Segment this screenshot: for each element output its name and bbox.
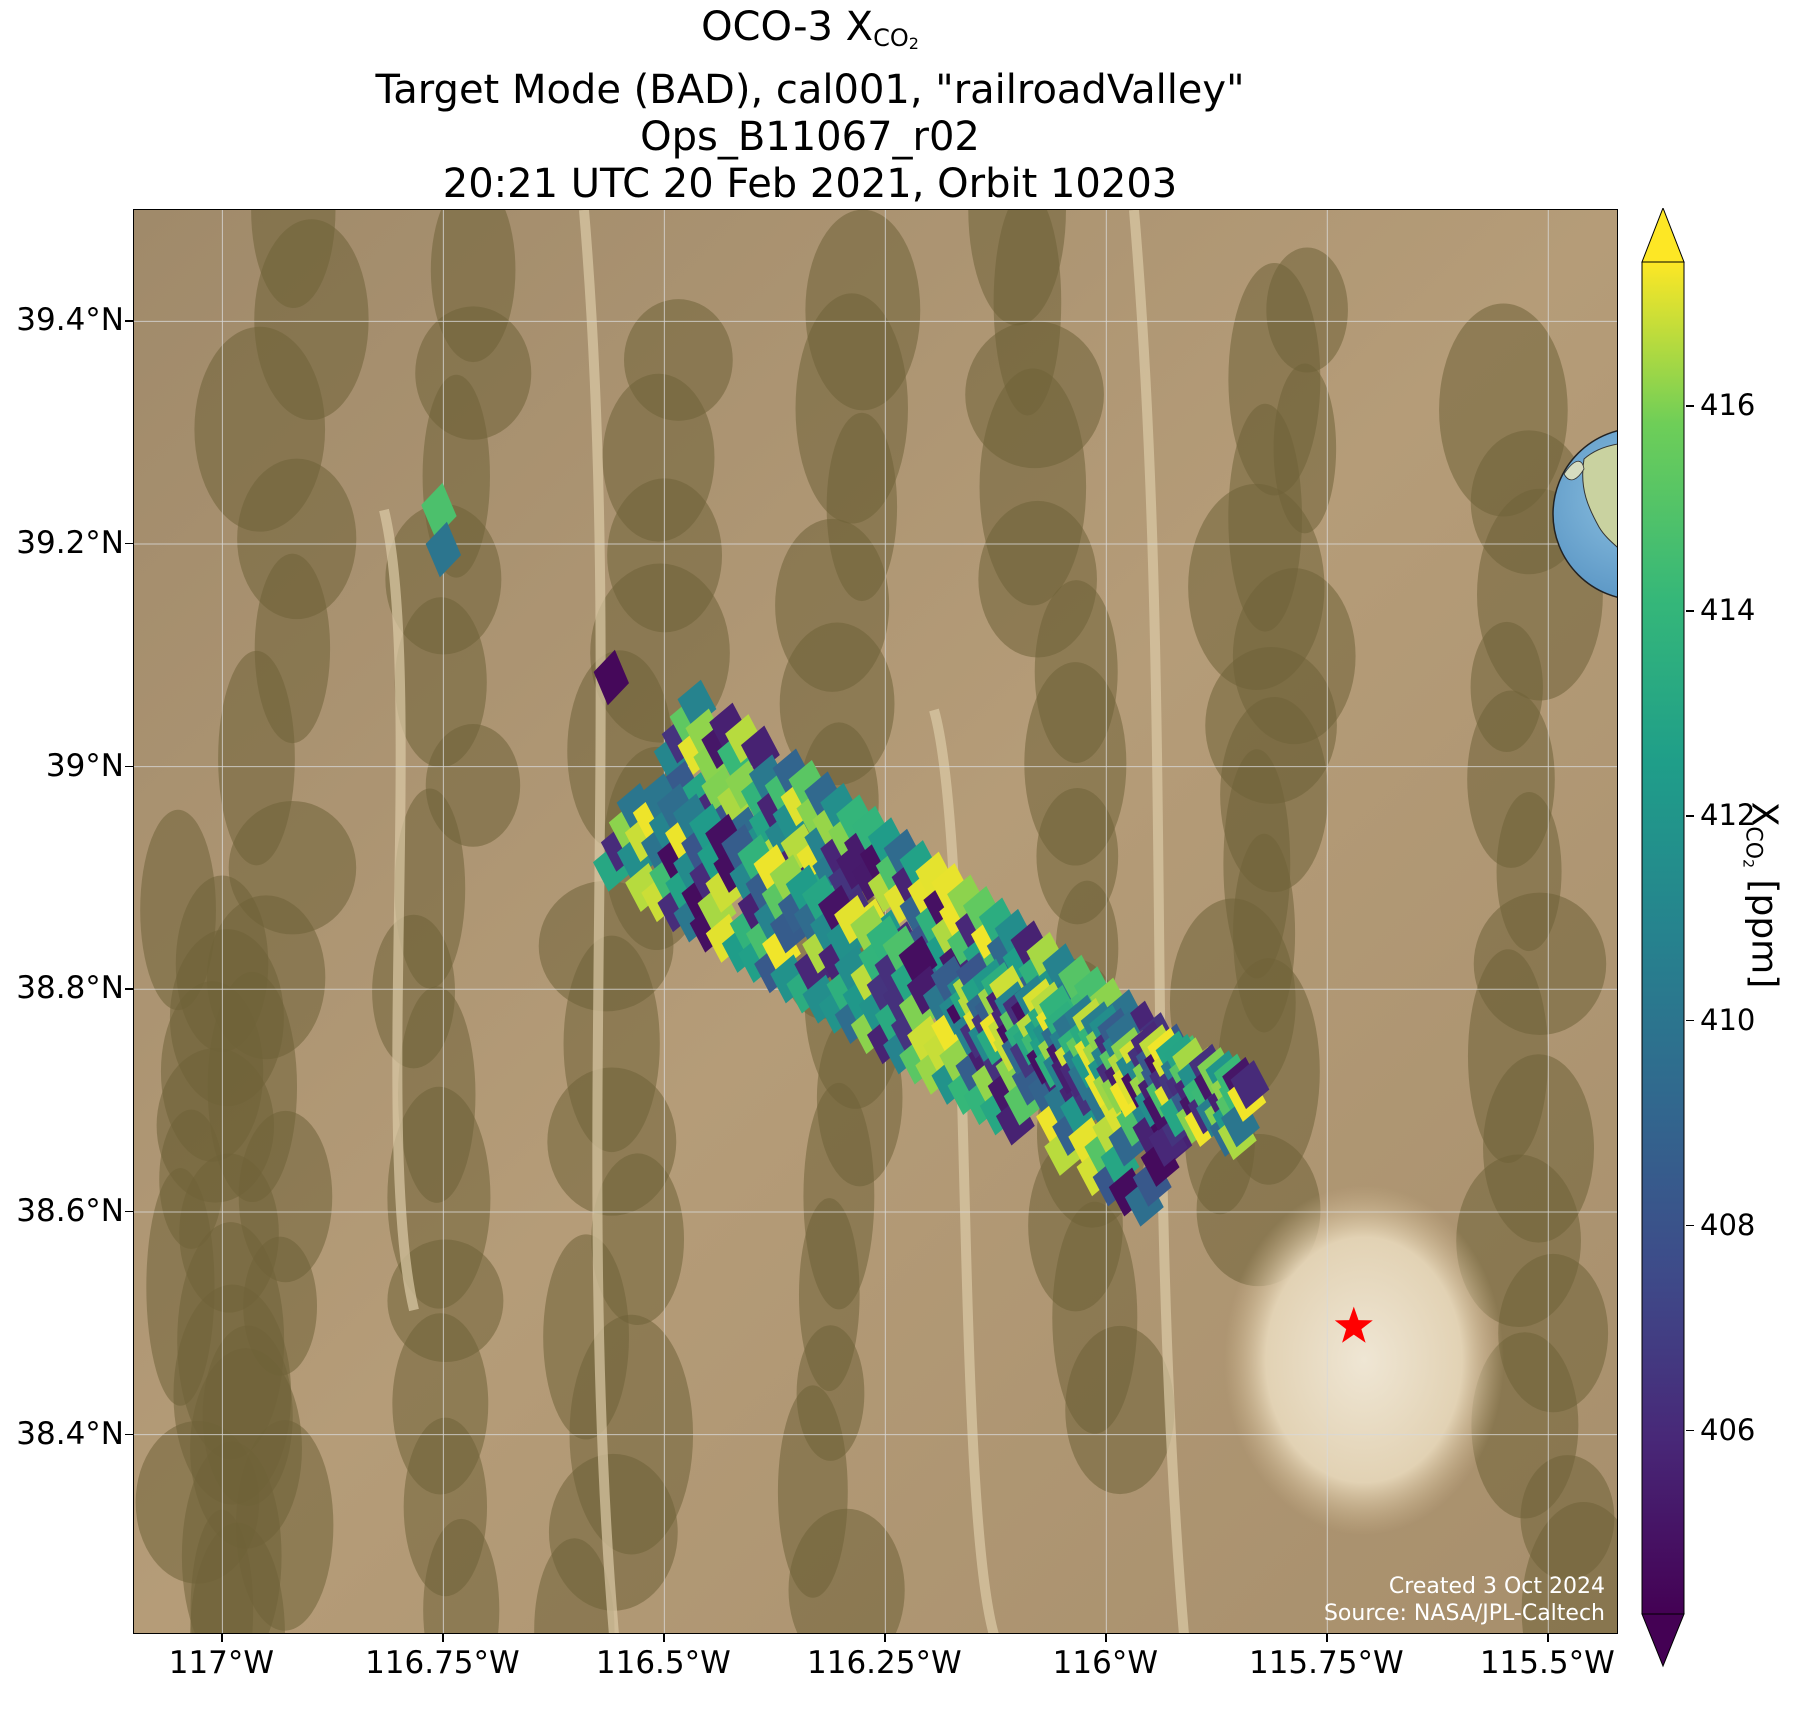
sounding-isolated [425,521,462,578]
credit-created: Created 3 Oct 2024 [1388,1574,1605,1599]
title-line-2: Target Mode (BAD), cal001, "railroadVall… [375,67,1245,113]
x-tick-label: 117°W [168,1645,275,1681]
colorbar-tick-label: 410 [1700,1002,1756,1037]
colorbar-tick-label: 408 [1700,1207,1756,1242]
colorbar-gradient [1641,261,1685,1615]
colorbar-tick-label: 412 [1700,798,1756,833]
credit-text: Created 3 Oct 2024 Source: NASA/JPL-Calt… [1324,1573,1605,1627]
x-tick [884,1634,886,1642]
mountain-shade [190,1509,254,1633]
xco2-soundings [421,482,1270,1227]
y-tick [125,320,133,322]
colorbar-tick [1686,815,1694,817]
title-line-3: Ops_B11067_r02 [640,114,980,160]
y-tick [125,988,133,990]
globe-north-america [1582,443,1617,548]
title-line-4: 20:21 UTC 20 Feb 2021, Orbit 10203 [442,161,1178,207]
colorbar-tick [1686,1019,1694,1022]
target-star-layer [1334,1306,1373,1343]
x-tick [1326,1634,1328,1642]
wash-channel [579,210,619,1633]
mountain-shade [1521,1502,1617,1633]
map-gridlines [134,210,1617,1633]
x-tick-label: 115.5°W [1479,1645,1615,1681]
chart-title: OCO-3 XCO2 Target Mode (BAD), cal001, "r… [0,4,1620,208]
colorbar-extend-bottom [1641,1613,1685,1668]
wash-channel [379,508,419,1312]
x-tick [221,1634,223,1642]
globe-landmass [1563,460,1585,481]
colorbar-extend-top [1641,208,1685,263]
x-tick [663,1634,665,1642]
x-tick [1105,1634,1107,1642]
y-tick-label: 39.2°N [16,524,124,561]
credit-source: Source: NASA/JPL-Caltech [1323,1601,1605,1626]
mountain-shade [788,1508,905,1633]
colorbar-tick-label: 416 [1700,388,1756,423]
mountain-shade [394,597,487,768]
colorbar-tick [1686,1429,1694,1432]
colorbar-tick [1686,405,1694,407]
map-panel[interactable]: Created 3 Oct 2024 Source: NASA/JPL-Calt… [133,209,1618,1634]
mountain-shade [1065,1325,1175,1495]
mountain-shade [534,1538,615,1633]
locator-globe [1552,430,1617,598]
colorbar-tick [1686,610,1694,612]
playa-railroad-valley [1224,1185,1504,1535]
mountain-shade [423,1518,500,1633]
x-tick-label: 115.75°W [1248,1645,1404,1681]
colorbar-tick-label: 414 [1700,593,1756,628]
colorbar-tick-label: 406 [1700,1412,1756,1447]
x-tick-label: 116.5°W [595,1645,731,1681]
wash-channel [1129,210,1189,1633]
y-tick [125,542,133,545]
y-tick [125,1210,133,1213]
x-tick-label: 116.25°W [807,1645,962,1681]
title-line-1: OCO-3 XCO2 [701,4,919,53]
colorbar-tick [1686,1224,1694,1227]
x-tick [442,1634,444,1642]
y-tick-label: 38.8°N [16,970,124,1007]
x-tick-label: 116°W [1052,1645,1158,1681]
colorbar [1641,208,1685,1668]
y-tick-label: 39.4°N [16,302,124,339]
map-canvas [134,210,1617,1633]
sounding-isolated [593,649,629,706]
y-tick-label: 39°N [45,747,124,784]
x-tick [1547,1634,1549,1642]
terrain-layer [135,210,1617,1633]
y-tick [125,1433,133,1436]
y-tick-label: 38.4°N [16,1415,124,1452]
wash-channel [929,708,999,1633]
y-tick [125,765,133,768]
target-star-marker [1334,1306,1373,1343]
colorbar-title: XCO2 [ppm] [1739,801,1785,989]
x-tick-label: 116.75°W [365,1645,520,1681]
y-tick-label: 38.6°N [16,1192,124,1229]
sounding-footprint [1230,1060,1270,1110]
